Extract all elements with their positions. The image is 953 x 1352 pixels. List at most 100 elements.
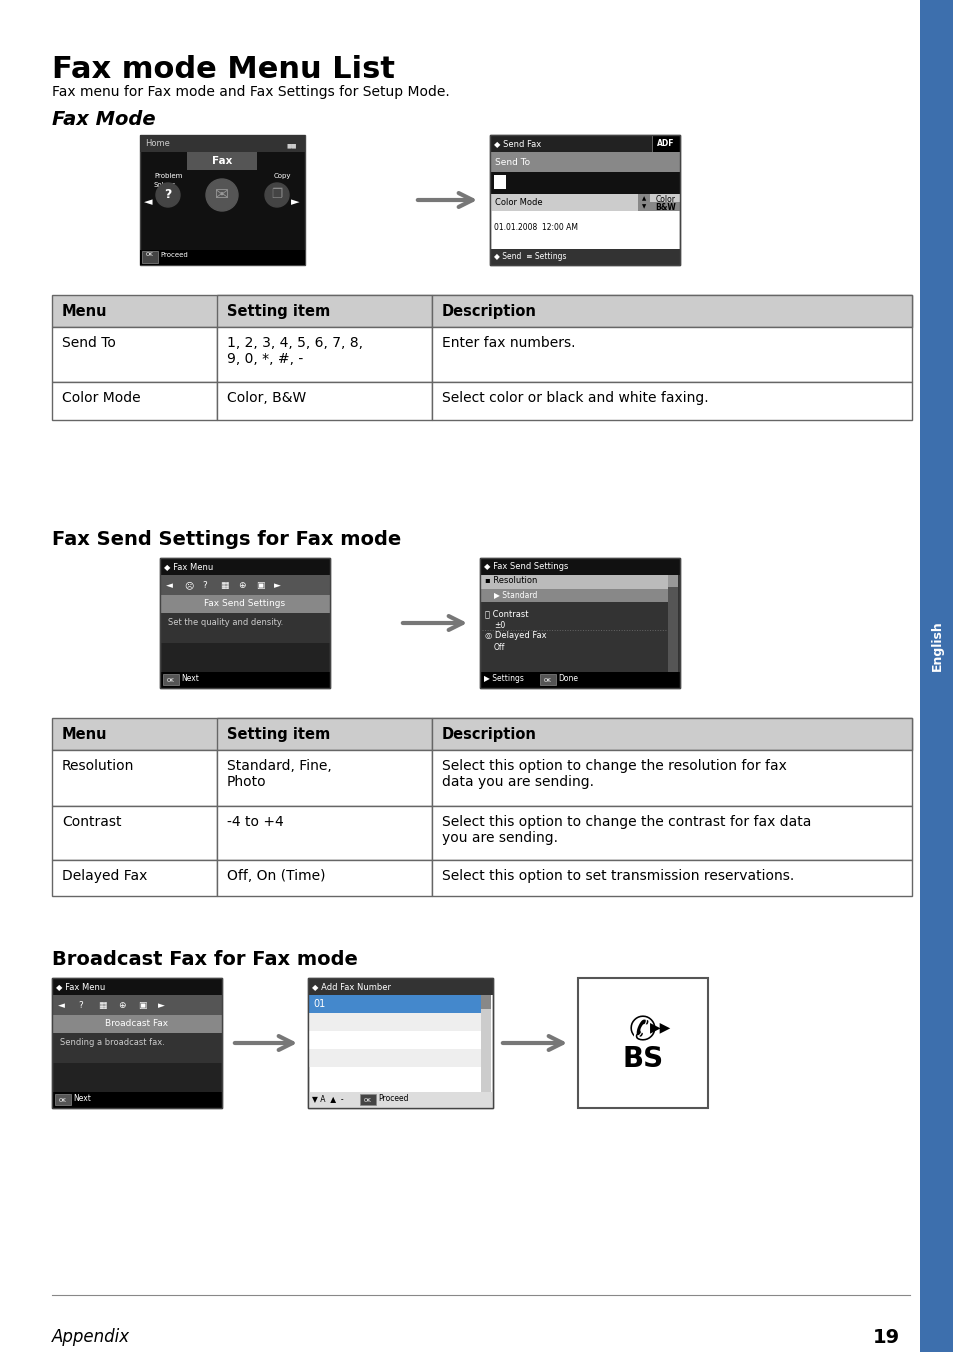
Text: ►: ► [158,1000,165,1010]
Bar [432,327,911,383]
Bar [163,675,179,685]
Text: Description: Description [441,727,537,742]
Bar [490,151,679,172]
Bar [216,860,432,896]
Text: Home: Home [145,139,170,147]
Text: ◄: ◄ [166,581,172,589]
Bar [432,383,911,420]
Text: Solver: Solver [153,183,175,188]
Text: BS: BS [621,1045,663,1073]
Text: ◆ Send  ≡ Settings: ◆ Send ≡ Settings [494,251,566,261]
Text: Contrast: Contrast [62,815,121,829]
Text: Broadcast Fax for Fax mode: Broadcast Fax for Fax mode [52,950,357,969]
Text: Off: Off [494,644,505,652]
Bar [919,0,953,1352]
Text: ◆ Fax Menu: ◆ Fax Menu [56,982,105,991]
Text: ⊕: ⊕ [237,581,245,589]
Text: ☹: ☹ [184,581,193,589]
Text: ✉: ✉ [214,187,229,204]
Text: Proceed: Proceed [377,1094,408,1103]
Bar [649,201,679,211]
Bar [52,718,911,750]
Bar [490,135,679,265]
Text: 01: 01 [313,999,325,1009]
Circle shape [206,178,237,211]
Bar [494,174,505,189]
Bar [308,1049,480,1067]
Bar [667,575,678,587]
Bar [490,193,679,211]
Text: Fax Mode: Fax Mode [52,110,155,128]
Text: Description: Description [441,304,537,319]
Circle shape [156,183,180,207]
Text: Select color or black and white faxing.: Select color or black and white faxing. [441,391,708,406]
Bar [160,558,330,575]
Text: Enter fax numbers.: Enter fax numbers. [441,337,575,350]
Bar [216,383,432,420]
Text: Color Mode: Color Mode [495,197,542,207]
Text: ▪ Resolution: ▪ Resolution [484,576,537,585]
Bar [480,995,491,1009]
Text: ▼: ▼ [641,204,645,210]
Text: English: English [929,621,943,672]
Text: ?: ? [78,1000,83,1010]
Bar [308,1092,493,1109]
Bar [638,193,649,211]
Text: B&W: B&W [655,203,676,211]
Bar [479,558,679,688]
Text: ◎ Delayed Fax: ◎ Delayed Fax [484,631,546,639]
Bar [308,995,480,1013]
Text: Standard, Fine,
Photo: Standard, Fine, Photo [227,758,332,790]
Text: Color: Color [656,195,676,204]
Bar [479,558,679,575]
Text: Proceed: Proceed [160,251,188,258]
Bar [216,750,432,806]
Bar [308,1032,480,1049]
Text: ▣: ▣ [255,581,264,589]
Text: Send To: Send To [495,158,530,168]
Text: OK: OK [167,677,174,683]
Text: Resolution: Resolution [62,758,134,773]
Text: ▦: ▦ [98,1000,107,1010]
Bar [140,250,305,265]
Text: ►: ► [291,197,298,207]
Bar [359,1094,375,1105]
Text: Off, On (Time): Off, On (Time) [227,869,325,883]
Text: OK: OK [59,1098,67,1103]
Text: ADF: ADF [657,139,674,147]
Bar [52,383,216,420]
Text: Fax mode Menu List: Fax mode Menu List [52,55,395,84]
Bar [52,977,222,1109]
Bar [52,750,216,806]
Bar [52,295,911,327]
Bar [52,977,222,1109]
Text: Next: Next [181,675,198,683]
Bar [308,977,493,1109]
Bar [52,1033,222,1063]
Text: ◆ Fax Menu: ◆ Fax Menu [164,562,213,571]
Bar [142,251,158,264]
Text: Setting item: Setting item [227,304,330,319]
Bar [160,672,330,688]
Bar [308,1013,480,1032]
Bar [490,135,679,265]
Bar [480,995,491,1092]
Text: Setting item: Setting item [227,727,330,742]
Bar [160,575,330,595]
Text: ◆ Fax Send Settings: ◆ Fax Send Settings [483,562,568,571]
Text: Fax Send Settings for Fax mode: Fax Send Settings for Fax mode [52,530,401,549]
Text: ⊕: ⊕ [118,1000,126,1010]
Text: ?: ? [202,581,207,589]
Text: Delayed Fax: Delayed Fax [62,869,147,883]
Bar [432,806,911,860]
Bar [578,977,707,1109]
Bar [432,718,911,750]
Bar [52,977,222,995]
Bar [539,675,556,685]
Text: OK: OK [364,1098,372,1103]
Text: ▼ A  ▲  -: ▼ A ▲ - [312,1094,348,1103]
Text: Fax: Fax [212,155,232,166]
Bar [140,135,305,265]
Text: ◄: ◄ [58,1000,65,1010]
Text: ▶ Standard: ▶ Standard [494,589,537,599]
